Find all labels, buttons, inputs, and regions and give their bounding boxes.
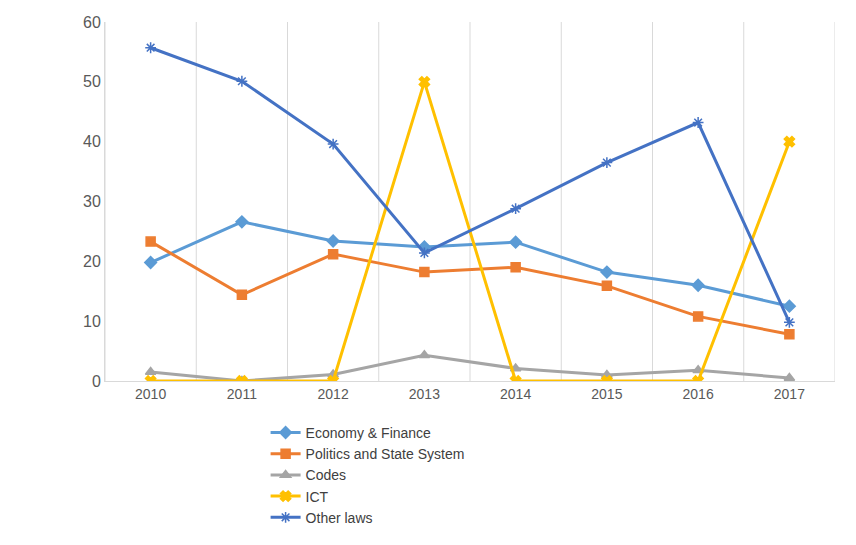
svg-text:ICT: ICT [306,489,329,505]
svg-text:2015: 2015 [591,386,622,402]
svg-text:2013: 2013 [409,386,440,402]
svg-text:2011: 2011 [227,386,257,402]
svg-text:2017: 2017 [774,386,805,402]
svg-text:20: 20 [83,253,101,270]
svg-text:2012: 2012 [318,386,349,402]
svg-text:Other laws: Other laws [306,510,373,526]
svg-text:50: 50 [83,73,101,90]
svg-text:2016: 2016 [683,386,714,402]
svg-text:30: 30 [83,193,101,210]
svg-text:60: 60 [83,14,101,31]
svg-text:Politics and State System: Politics and State System [306,446,465,462]
svg-text:2014: 2014 [500,386,531,402]
svg-text:10: 10 [83,313,101,330]
svg-text:40: 40 [83,133,101,150]
svg-text:Economy & Finance: Economy & Finance [306,425,431,441]
svg-text:0: 0 [92,373,101,390]
svg-text:Codes: Codes [306,467,346,483]
svg-text:2010: 2010 [135,386,166,402]
